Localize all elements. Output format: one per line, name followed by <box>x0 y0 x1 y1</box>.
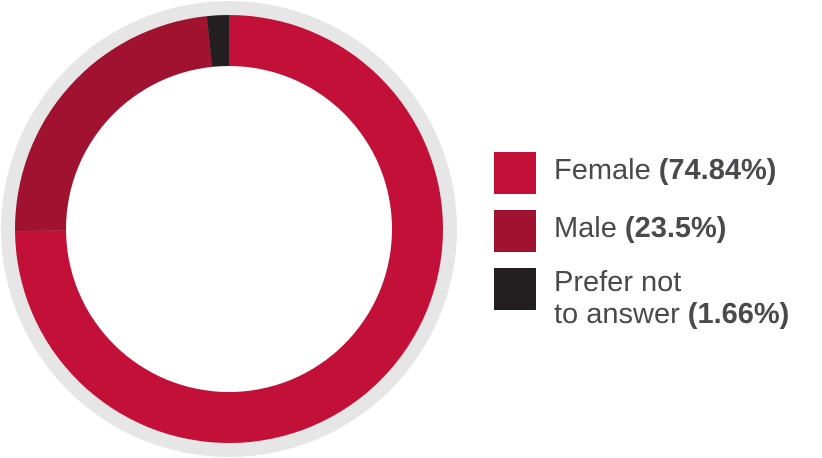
donut-chart <box>1 1 457 457</box>
legend-text-female: Female <box>554 154 651 186</box>
legend-swatch-female <box>494 152 536 194</box>
legend-swatch-prefer-not <box>494 268 536 310</box>
legend-value-prefer-not: (1.66%) <box>687 298 790 330</box>
legend-value-male: (23.5%) <box>624 212 727 244</box>
legend-text-prefer-not-line1: Prefer not <box>554 266 682 298</box>
legend-text-male: Male <box>554 212 617 244</box>
legend-swatch-male <box>494 210 536 252</box>
legend-value-female: (74.84%) <box>658 154 777 186</box>
legend-label-female: Female (74.84%) <box>554 154 776 186</box>
legend-text-prefer-not-line2: to answer <box>554 298 680 330</box>
legend-label-male: Male (23.5%) <box>554 212 726 244</box>
legend-item-male: Male (23.5%) <box>494 208 822 266</box>
legend-item-female: Female (74.84%) <box>494 150 822 208</box>
donut-hole <box>66 66 392 392</box>
chart-legend: Female (74.84%) Male (23.5%) Prefer not … <box>494 150 822 346</box>
legend-item-prefer-not: Prefer not to answer (1.66%) <box>494 266 822 346</box>
legend-label-prefer-not: Prefer not to answer (1.66%) <box>554 266 789 330</box>
